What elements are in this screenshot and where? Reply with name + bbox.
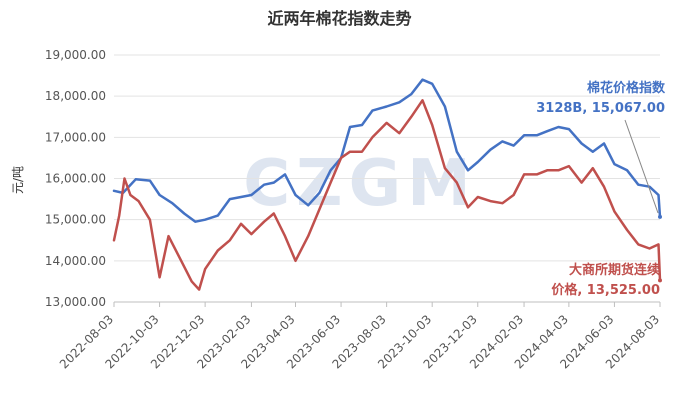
y-axis-label: 元/吨 — [11, 166, 25, 194]
y-tick-label: 17,000.00 — [45, 130, 106, 144]
y-tick-label: 15,000.00 — [45, 213, 106, 227]
y-tick-label: 16,000.00 — [45, 172, 106, 186]
y-tick-label: 18,000.00 — [45, 89, 106, 103]
x-axis: 2022-08-032022-10-032022-12-032023-02-03… — [57, 301, 662, 371]
series-line-2 — [112, 99, 662, 291]
y-tick-label: 13,000.00 — [45, 295, 106, 309]
series-1-end-value-label: 3128B, 15,067.00 — [536, 101, 665, 116]
series-line-1 — [112, 78, 662, 223]
chart-title: 近两年棉花指数走势 — [267, 9, 411, 28]
y-tick-label: 19,000.00 — [45, 48, 106, 62]
y-tick-label: 14,000.00 — [45, 254, 106, 268]
series-1-leader-line — [624, 119, 659, 214]
chart-watermark: CZGM — [243, 147, 477, 221]
series-1-end-label: 棉花价格指数 — [587, 80, 666, 96]
series-2-end-value-label: 价格, 13,525.00 — [551, 282, 660, 298]
series-end-point-1 — [658, 214, 662, 219]
series-end-point-2 — [658, 278, 662, 283]
y-axis: 13,000.00 14,000.00 15,000.00 16,000.00 17,0… — [45, 48, 106, 309]
series-layer — [112, 78, 662, 291]
series-2-end-label: 大商所期货连续 — [569, 262, 660, 278]
